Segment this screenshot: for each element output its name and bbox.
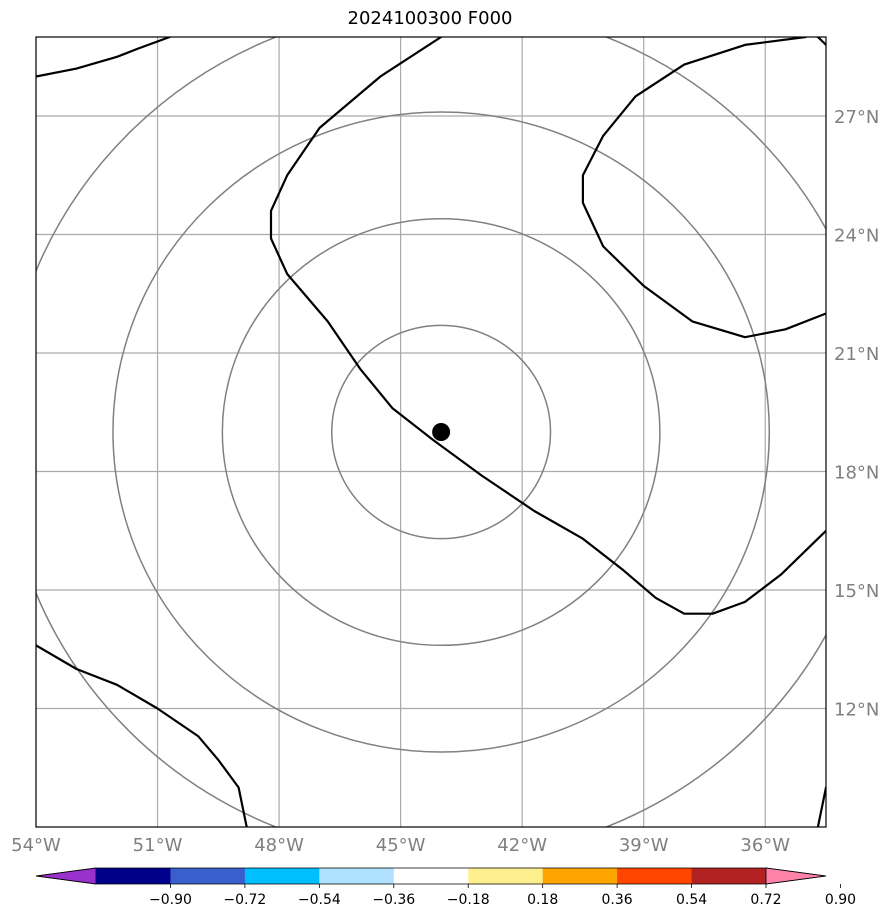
colorbar-segment — [542, 868, 618, 884]
colorbar-tick-label: −0.36 — [372, 892, 415, 908]
colorbar-tick-label: 0.90 — [825, 892, 856, 908]
map-frame — [35, 36, 827, 828]
colorbar-segment — [617, 868, 693, 884]
map-title: 2024100300 F000 — [347, 8, 513, 29]
colorbar-extend-low — [35, 867, 97, 885]
contour-lines — [36, 37, 826, 827]
colorbar: −0.90 −0.72 −0.54 −0.36 −0.18 0.18 0.36 0.54 0.7… — [35, 867, 856, 908]
latitude-label: 15°N — [834, 581, 879, 602]
longitude-label: 51°W — [133, 835, 183, 856]
longitude-label: 45°W — [376, 835, 426, 856]
longitude-labels: 54°W 51°W 48°W 45°W 42°W 39°W 36°W — [11, 835, 790, 856]
colorbar-segment — [691, 868, 767, 884]
colorbar-tick-label: −0.90 — [149, 892, 192, 908]
contour-line — [816, 786, 826, 827]
latitude-label: 27°N — [834, 107, 879, 128]
colorbar-extend-high — [765, 867, 827, 885]
colorbar-segment — [393, 868, 469, 884]
latitude-labels: 12°N 15°N 18°N 21°N 24°N 27°N — [834, 107, 879, 721]
colorbar-segment — [319, 868, 395, 884]
colorbar-tick-label: −0.18 — [447, 892, 490, 908]
colorbar-segment — [244, 868, 320, 884]
contour-line — [581, 37, 826, 339]
contour-line — [36, 644, 248, 827]
storm-center — [432, 423, 451, 441]
longitude-label: 54°W — [11, 835, 61, 856]
colorbar-segment — [468, 868, 544, 884]
colorbar-tick-label: 0.72 — [750, 892, 781, 908]
contour-line — [269, 37, 826, 615]
latitude-label: 24°N — [834, 226, 879, 247]
longitude-label: 39°W — [619, 835, 669, 856]
colorbar-segment — [96, 868, 171, 884]
colorbar-segment — [170, 868, 246, 884]
colorbar-tick-label: −0.54 — [298, 892, 341, 908]
longitude-label: 48°W — [254, 835, 304, 856]
latitude-label: 12°N — [834, 700, 879, 721]
longitude-label: 42°W — [497, 835, 547, 856]
colorbar-tick-label: 0.36 — [602, 892, 633, 908]
range-ring — [221, 217, 661, 647]
colorbar-outline — [35, 867, 827, 885]
contour-line — [816, 37, 826, 46]
range-ring — [330, 324, 552, 540]
colorbar-tick-label: −0.72 — [223, 892, 266, 908]
contour-line — [36, 37, 171, 78]
graticule — [36, 37, 826, 827]
storm-center-marker — [432, 423, 451, 441]
colorbar-tick-label: 0.54 — [676, 892, 707, 908]
longitude-label: 36°W — [740, 835, 790, 856]
colorbar-tick-label: 0.18 — [527, 892, 558, 908]
range-rings — [36, 37, 826, 827]
latitude-label: 21°N — [834, 344, 879, 365]
range-ring — [112, 111, 771, 753]
latitude-label: 18°N — [834, 463, 879, 484]
